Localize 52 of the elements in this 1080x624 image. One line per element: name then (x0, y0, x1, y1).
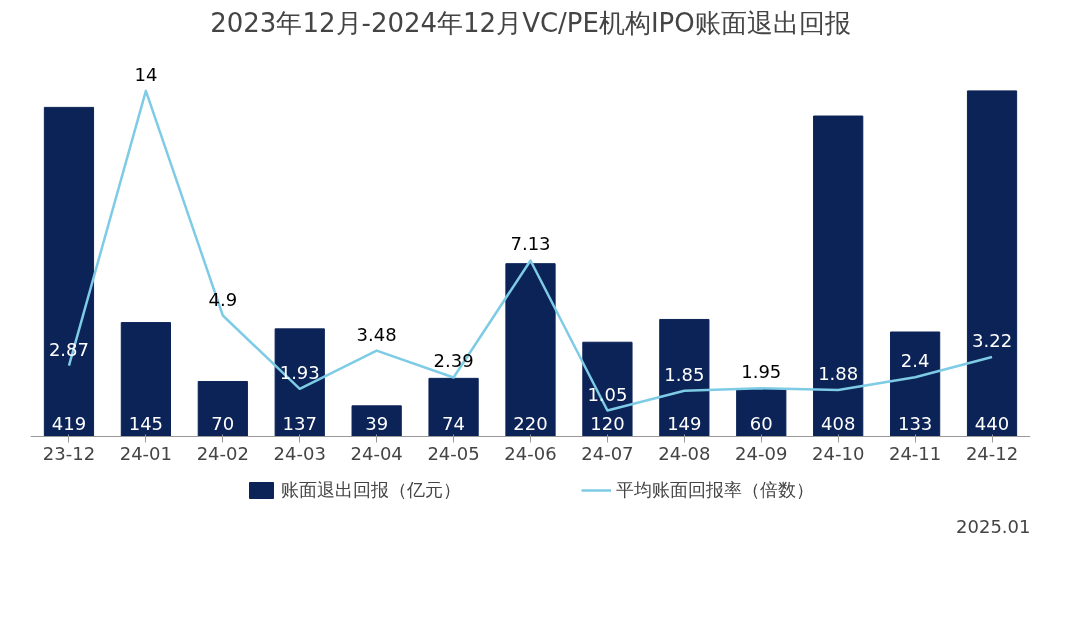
data-label: 220 (513, 413, 548, 435)
data-label: 70 (211, 413, 235, 435)
data-label: 3.48 (356, 323, 397, 345)
data-label: 133 (897, 413, 933, 435)
data-label: 149 (667, 413, 702, 435)
data-label: 419 (51, 413, 87, 435)
bar (736, 388, 787, 437)
legend-label: 平均账面回报率（倍数） (616, 478, 814, 502)
data-label: 2.39 (433, 350, 474, 372)
x-tick-label: 24-03 (273, 443, 326, 465)
text: 2025.01 (956, 515, 1031, 537)
data-label: 440 (974, 413, 1010, 435)
x-tick-label: 24-02 (196, 443, 249, 465)
data-label: 74 (442, 413, 466, 435)
x-tick-label: 24-04 (350, 443, 403, 465)
data-label: 1.85 (664, 363, 705, 385)
bar (428, 377, 479, 437)
x-tick-label: 24-09 (735, 443, 788, 465)
data-label: 145 (128, 413, 164, 435)
data-label: 7.13 (510, 233, 551, 255)
bar (505, 263, 556, 437)
x-tick-label: 23-12 (42, 443, 96, 465)
chart-title: 2023年12月-2024年12月VC/PE机构IPO账面退出回报 (210, 7, 851, 38)
bar (43, 106, 95, 437)
bar (813, 115, 864, 437)
legend-label: 账面退出回报（亿元） (281, 478, 461, 502)
data-label: 14 (134, 63, 158, 85)
data-label: 408 (821, 413, 856, 435)
x-tick-label: 24-05 (427, 443, 480, 465)
x-tick-label: 24-08 (658, 443, 711, 465)
bar (197, 380, 248, 437)
data-label: 39 (365, 413, 389, 435)
x-tick-label: 24-10 (812, 443, 865, 465)
data-label: 4.9 (208, 288, 238, 310)
data-label: 1.88 (818, 363, 859, 385)
bar (890, 331, 941, 437)
bar (274, 328, 325, 437)
x-tick-label: 24-01 (119, 443, 173, 465)
data-label: 2.4 (900, 350, 930, 372)
bar (659, 318, 710, 437)
data-label: 3.22 (972, 329, 1013, 351)
x-tick-label: 24-12 (965, 443, 1019, 465)
data-label: 137 (282, 413, 317, 435)
bar (966, 90, 1018, 437)
data-label: 60 (749, 413, 773, 435)
data-label: 120 (590, 413, 625, 435)
bar (120, 322, 171, 437)
x-tick-label: 24-07 (581, 443, 634, 465)
data-label: 1.93 (279, 361, 320, 383)
data-label: 1.95 (741, 361, 782, 383)
x-tick-label: 24-06 (504, 443, 557, 465)
x-tick-label: 24-11 (888, 443, 942, 465)
